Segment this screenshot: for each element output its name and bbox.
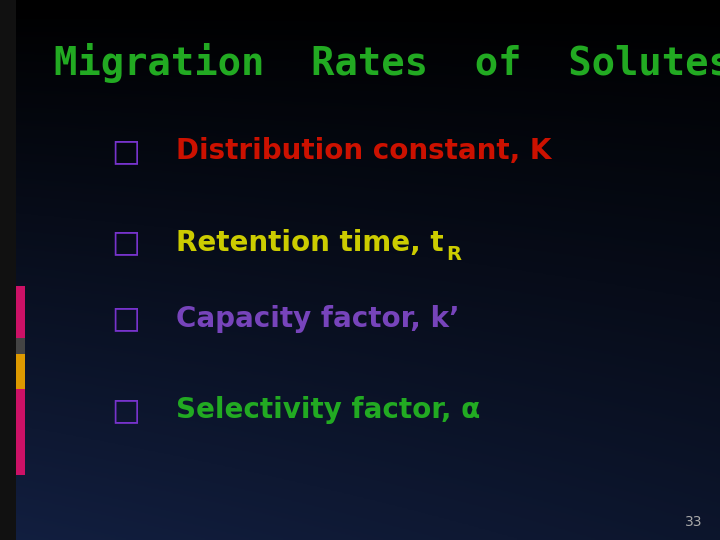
Text: □: □ xyxy=(112,396,140,425)
Bar xyxy=(16,338,25,354)
Bar xyxy=(16,286,25,475)
Text: □: □ xyxy=(112,137,140,166)
Bar xyxy=(16,354,25,389)
Bar xyxy=(0,0,16,540)
Text: Migration  Rates  of  Solutes: Migration Rates of Solutes xyxy=(54,43,720,83)
Text: Distribution constant, K: Distribution constant, K xyxy=(176,137,552,165)
Text: Capacity factor, k’: Capacity factor, k’ xyxy=(176,305,460,333)
Text: Retention time, t: Retention time, t xyxy=(176,229,444,257)
Text: 33: 33 xyxy=(685,515,702,529)
Text: Selectivity factor, α: Selectivity factor, α xyxy=(176,396,481,424)
Text: □: □ xyxy=(112,304,140,333)
Text: □: □ xyxy=(112,228,140,258)
Text: R: R xyxy=(446,245,462,265)
